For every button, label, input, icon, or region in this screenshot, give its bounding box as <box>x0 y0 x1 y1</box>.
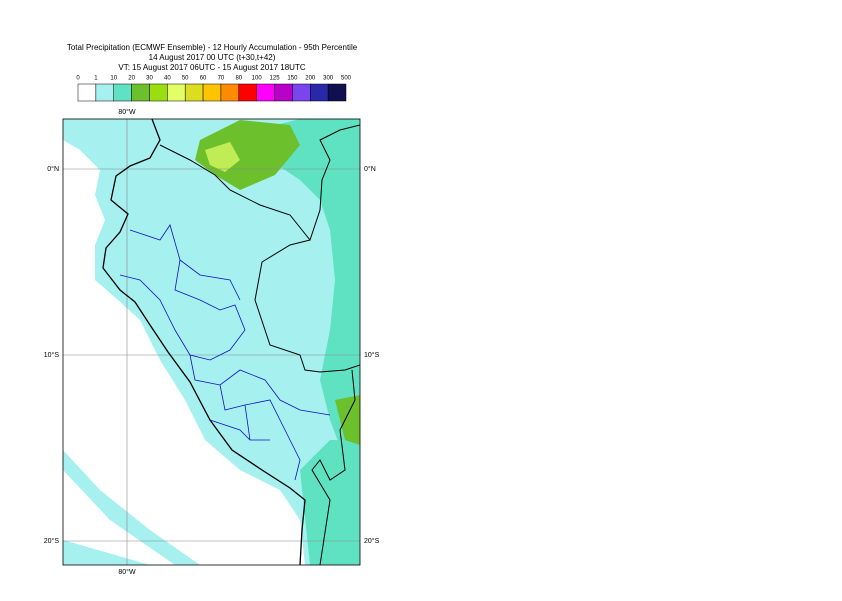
lat-label: 10°S <box>364 351 380 359</box>
admin-borders <box>119 224 331 481</box>
base-time: 14 August 2017 00 UTC (t+30,t+42) <box>149 53 276 62</box>
legend-swatch <box>167 83 186 102</box>
map <box>62 118 361 566</box>
legend-swatch <box>184 83 204 102</box>
lat-label: 20°S <box>44 537 60 545</box>
lat-label: 0°N <box>47 165 59 173</box>
legend-swatch <box>238 83 257 102</box>
legend-label: 80 <box>235 76 242 82</box>
legend-label: 1 <box>94 76 98 82</box>
border <box>159 124 360 565</box>
legend-swatch <box>77 83 97 102</box>
legend-swatch <box>256 83 275 102</box>
title: Total Precipitation (ECMWF Ensemble) - 1… <box>67 43 358 52</box>
legend-label: 50 <box>182 76 189 82</box>
lat-label: 20°S <box>364 537 380 545</box>
lat-label: 0°N <box>364 165 376 173</box>
map-frame <box>62 118 361 566</box>
precip-light <box>63 119 360 565</box>
lon-label: 80°W <box>118 108 136 116</box>
legend-swatch <box>274 83 293 102</box>
precip-teal-east <box>235 119 360 480</box>
legend-swatch <box>292 83 311 102</box>
legend-label: 0 <box>76 76 80 82</box>
legend-label: 100 <box>252 76 263 82</box>
legend-swatch <box>113 83 132 102</box>
legend-swatch <box>131 83 150 102</box>
legend-label: 10 <box>110 76 117 82</box>
legend: 0 1 10 20 30 40 50 60 70 80 100 125 150 200 300 500 <box>76 76 352 102</box>
legend-label: 300 <box>323 76 334 82</box>
precip-green-se <box>335 395 360 445</box>
lat-labels: 0°N 0°N 10°S 10°S 20°S 20°S <box>44 165 380 545</box>
lat-label: 10°S <box>44 351 60 359</box>
legend-swatch <box>149 83 168 102</box>
legend-swatch <box>220 83 240 102</box>
legend-swatch <box>327 83 347 102</box>
legend-label: 200 <box>305 76 316 82</box>
legend-label: 60 <box>200 76 207 82</box>
legend-swatch <box>310 83 329 102</box>
valid-time: VT: 15 August 2017 06UTC - 15 August 201… <box>118 63 305 72</box>
legend-label: 40 <box>164 76 171 82</box>
legend-swatch <box>95 83 114 102</box>
lon-label: 80°W <box>118 568 136 576</box>
precip-green <box>195 120 300 190</box>
legend-label: 125 <box>270 76 281 82</box>
legend-label: 500 <box>341 76 352 82</box>
precip-yellow <box>205 142 240 172</box>
legend-swatch <box>202 83 222 102</box>
legend-label: 150 <box>287 76 298 82</box>
legend-label: 70 <box>218 76 225 82</box>
legend-label: 20 <box>128 76 135 82</box>
legend-label: 30 <box>146 76 153 82</box>
coastline <box>102 119 306 565</box>
